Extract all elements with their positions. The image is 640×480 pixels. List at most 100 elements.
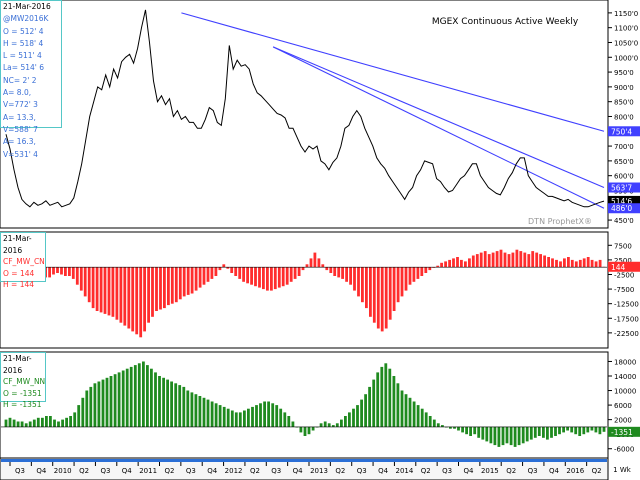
info-trend-1: A= 8.0, V=772' 3 [3,88,38,110]
commercial-bar [353,267,356,291]
commercial-bar [139,267,143,338]
noncommercial-bar [473,426,477,435]
price-value-label-bg [608,203,640,214]
commercial-bar [71,267,75,279]
commercial-bar [95,267,99,311]
noncommercial-bar [404,394,408,427]
x-axis-label: 2015 [481,467,499,475]
noncommercial-bar [307,426,311,435]
commercial-bar [578,259,582,268]
commercial-bar [539,254,542,268]
commercial-bar [424,267,428,273]
commercial-bar [254,267,257,287]
noncommercial-bar [194,394,198,427]
noncommercial-bar [12,419,16,427]
watermark: DTN ProphetX® [528,217,592,226]
noncommercial-bar [392,376,396,427]
commercial-bar [111,267,115,317]
noncommercial-bar [453,426,456,429]
noncommercial-bar [558,426,561,435]
noncommercial-bar [376,372,380,427]
noncommercial-bar [222,406,226,427]
noncommercial-bar [291,421,295,427]
price-y-tick-label: 1050'0 [614,39,638,47]
x-axis-label: Q3 [100,467,110,475]
noncommercial-bar [384,363,388,427]
commercial-bar [305,264,309,268]
commercial-bar [151,267,154,317]
noncommercial-bar [517,426,521,446]
noncommercial-bar [255,405,258,427]
commercial-bar [246,267,249,284]
noncommercial-bar [352,408,355,427]
commercial-bar [365,267,368,309]
noncommercial-bar [594,426,598,433]
commercial-bar [412,267,416,282]
commercial-bar [487,254,491,268]
commercial-bar [155,267,158,311]
noncommercial-bar [129,366,133,427]
commercial-bar [329,267,333,273]
noncommercial-bar [428,416,432,427]
noncommercial-bar [400,390,404,427]
commercial-bar [337,267,341,278]
noncommercial-bar [8,417,12,427]
commercial-bar [182,267,186,297]
noncommercial-bar [218,405,222,427]
noncommercial-bar [344,416,347,427]
commercial-bar [499,249,503,268]
noncommercial-last-label-bg [608,426,640,437]
info-net-change: NC= 2' 2 [3,75,37,85]
commercial-bar [349,267,352,285]
noncommercial-bar [436,423,440,427]
noncommercial-bar [202,397,206,427]
noncommercial-bar [238,412,242,427]
noncommercial-bar [485,426,489,442]
noncommercial-bar [408,397,412,427]
noncommercial-bar [533,426,537,438]
commercial-bar [396,267,400,303]
commercial-bar [333,267,337,276]
noncommercial-bar [335,423,339,427]
noncommercial-bar [271,403,275,427]
noncommercial-bar [230,410,234,427]
commercial-bar [321,264,325,268]
commercial-bar [551,258,554,268]
commercial-bar [266,267,269,291]
commercial-bar [416,267,420,279]
noncommercial-bar [582,426,586,435]
commercial-bar [238,267,242,279]
price-value-label: 750'4 [611,127,632,136]
noncommercial-bar [267,401,270,427]
noncommercial-bar [513,426,517,447]
noncommercial-bar [113,374,117,427]
commercial-bar [392,267,396,311]
noncommercial-bar [311,426,315,431]
noncommercial-bar [590,426,594,431]
x-axis-label: Q4 [36,467,47,475]
commercial-bar [519,251,523,268]
price-value-label: 563'7 [611,184,632,193]
noncommercial-bar [441,425,444,427]
noncommercial-bar [142,361,145,427]
noncommercial-bar [372,379,376,427]
price-y-tick-label: 800'0 [614,113,634,121]
commercial-bar [444,261,447,268]
commercial-bar [479,252,483,268]
price-y-tick-label: 700'0 [614,143,634,151]
noncommercial-bar [97,381,101,427]
x-axis-label: Q2 [165,467,175,475]
noncommercial-bar [602,426,606,432]
commercial-bar [281,267,285,287]
price-value-label: 486'0 [611,204,632,213]
noncommercial-bar [53,419,56,427]
noncommercial-bar [586,426,590,433]
commercial-bar [491,252,495,268]
commercial-bar [75,267,79,285]
price-y-tick-label: 900'0 [614,84,634,92]
price-y-tick-label: 850'0 [614,99,634,107]
commercial-bar [420,267,424,276]
commercial-bar [317,258,321,268]
x-axis-label: 2013 [310,467,328,475]
x-axis-label: 2016 [566,467,584,475]
